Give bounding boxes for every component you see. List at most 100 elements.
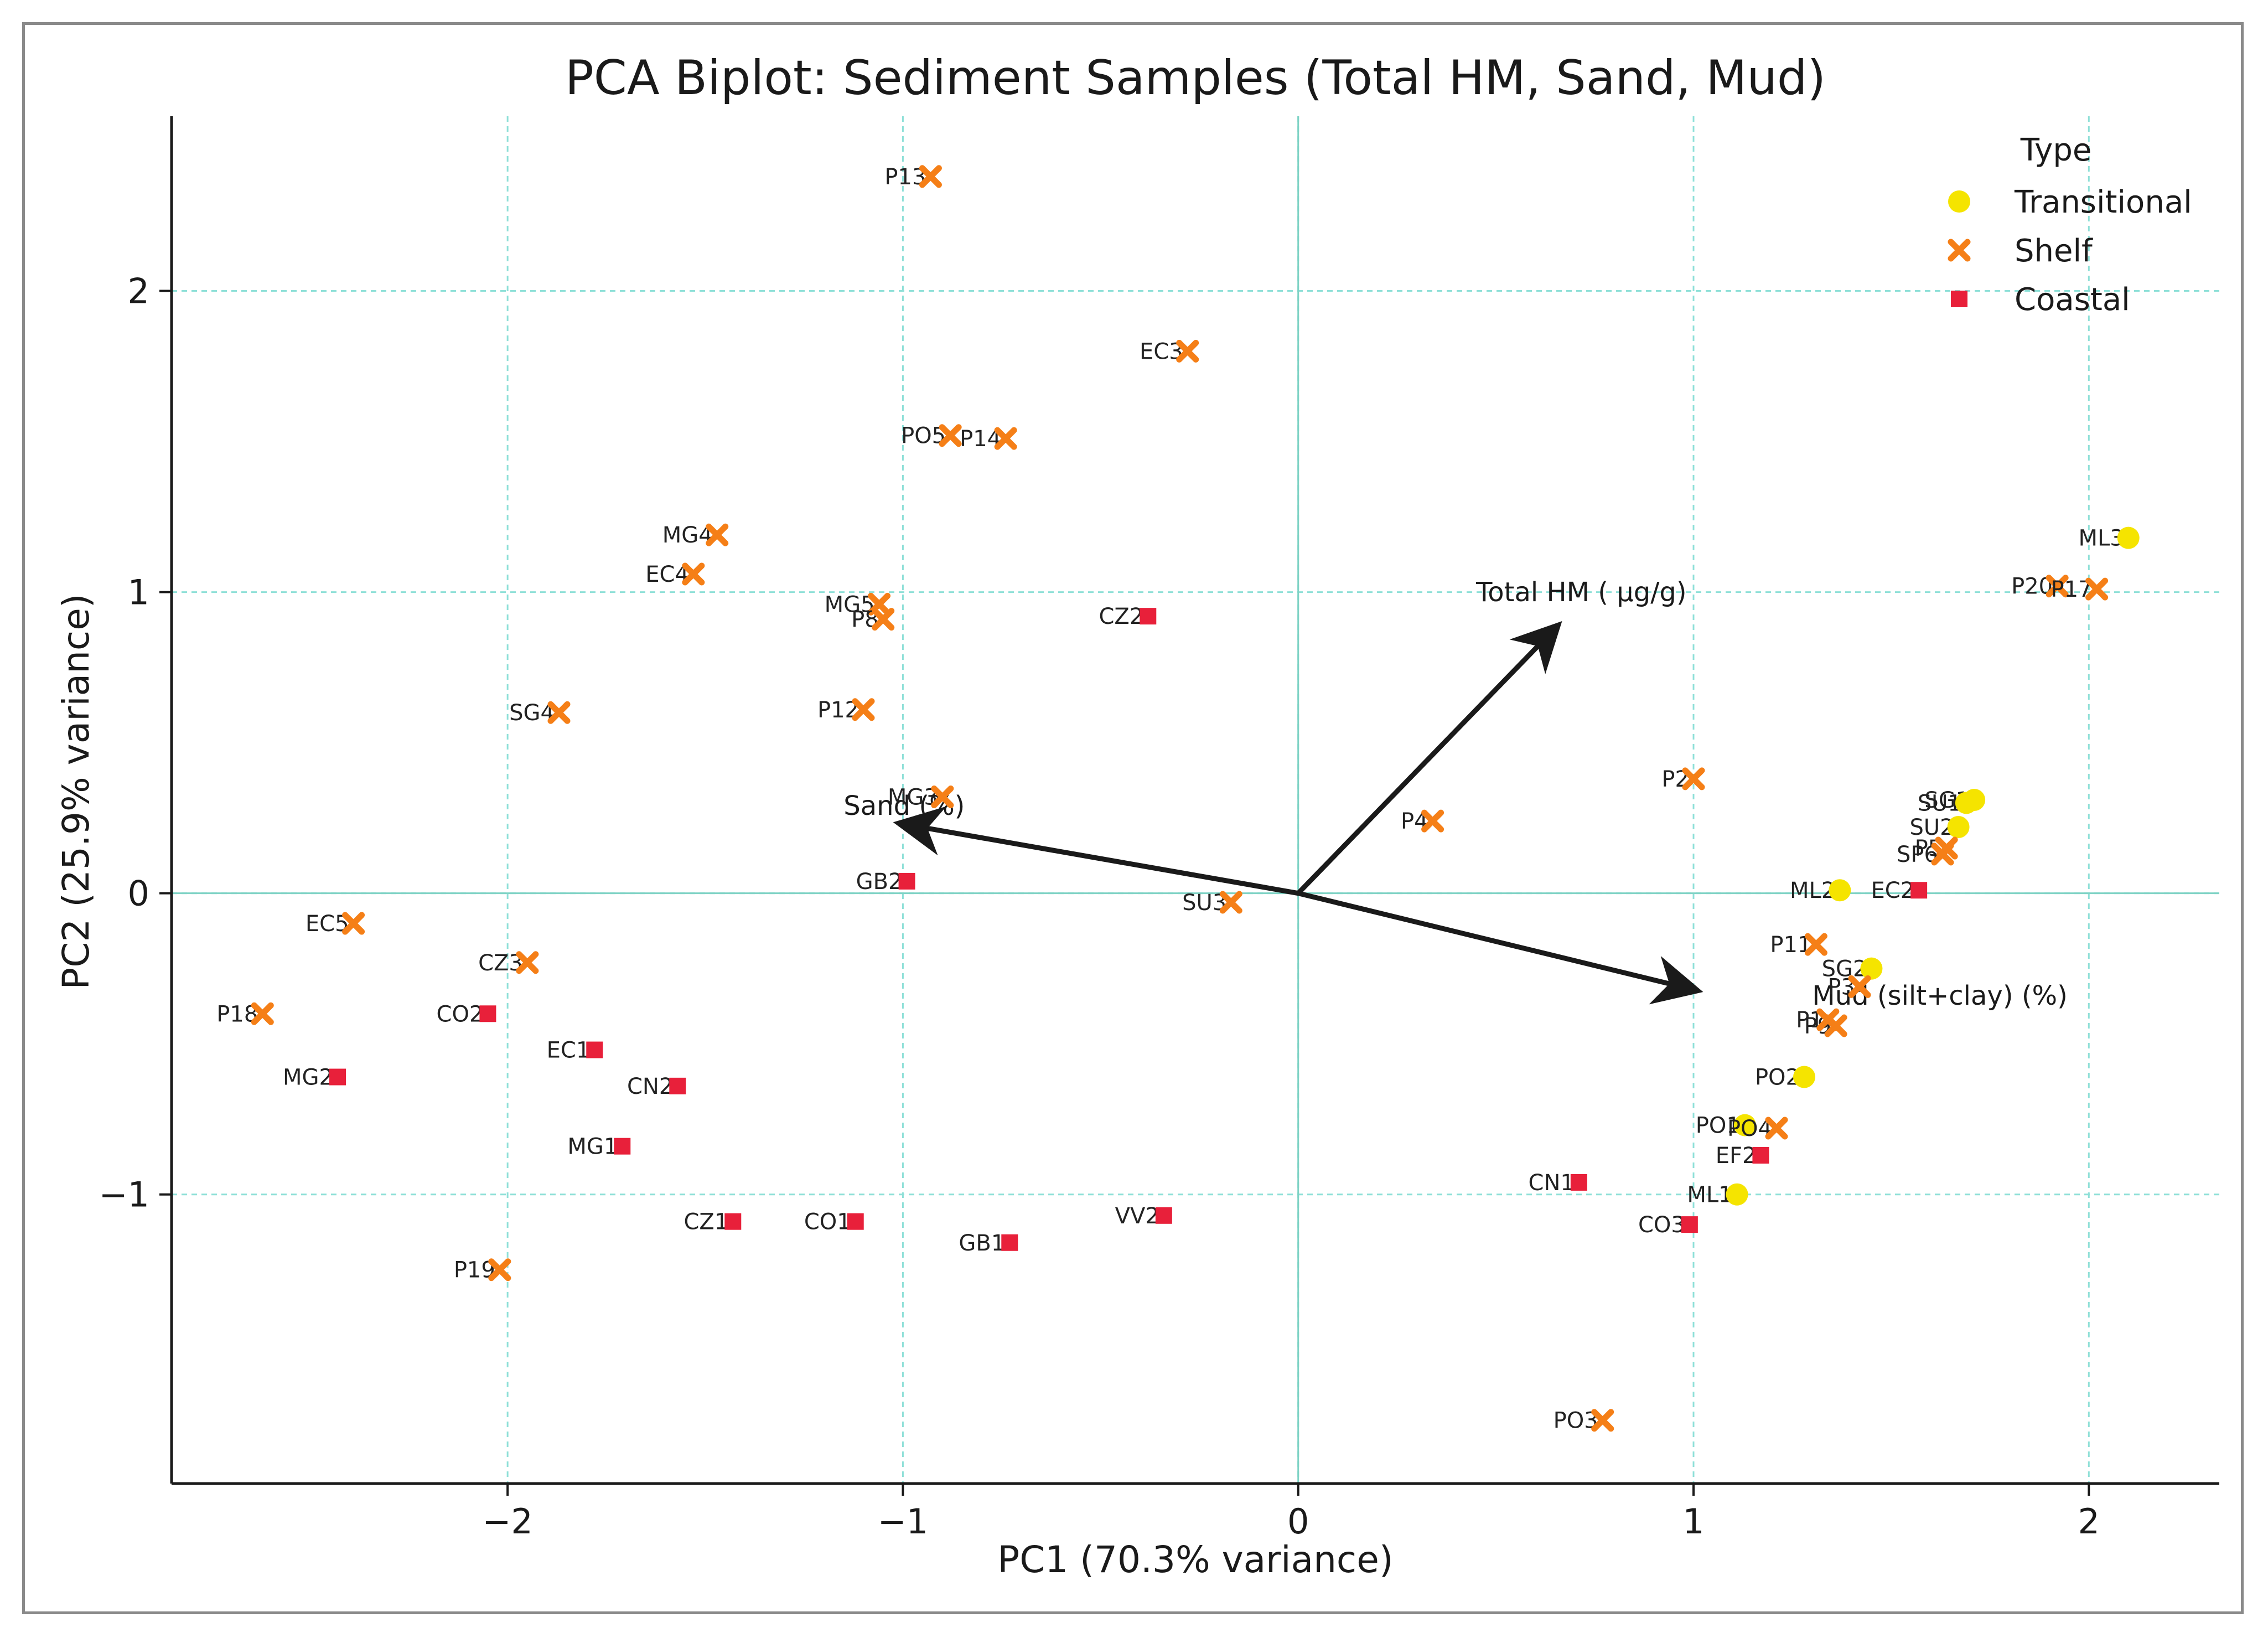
data-point-coastal (847, 1213, 864, 1230)
y-tick-label: 0 (128, 874, 149, 914)
data-point-shelf (251, 1002, 274, 1025)
legend-entry-label: Shelf (2015, 233, 2093, 269)
data-point-shelf (931, 786, 954, 809)
y-tick-label: 1 (128, 572, 149, 613)
loading-arrow (1296, 621, 1562, 895)
x-axis-label: PC1 (70.3% variance) (997, 1538, 1393, 1581)
x-tick-label: −2 (482, 1501, 532, 1542)
loading-arrows: Total HM ( µg/g)Sand (%)Mud (silt+clay) … (843, 577, 2068, 1011)
point-label: MG2 (283, 1065, 333, 1091)
data-point-shelf (852, 698, 875, 721)
point-label: CN2 (627, 1074, 673, 1099)
data-point-transitional (1947, 815, 1970, 838)
point-label: PO3 (1554, 1408, 1598, 1434)
point-label: P14 (960, 426, 1001, 452)
point-label: SU3 (1182, 890, 1226, 916)
legend-entry-label: Transitional (2014, 184, 2192, 220)
point-label: P17 (2051, 577, 2093, 602)
legend-title: Type (2020, 132, 2092, 168)
data-point-shelf (872, 608, 895, 631)
data-point-coastal (1140, 608, 1157, 625)
axes-layer: −2 −1 0 1 2 −1 0 1 2 (99, 116, 2219, 1542)
y-tick-label: −1 (99, 1175, 149, 1215)
x-tick-label: 0 (1287, 1501, 1309, 1542)
x-tick-label: −1 (878, 1501, 928, 1542)
legend-entry-label: Coastal (2015, 282, 2130, 318)
data-point-shelf (516, 951, 539, 974)
point-label: P18 (216, 1001, 258, 1027)
point-label: MG1 (567, 1134, 618, 1160)
data-point-shelf (342, 912, 365, 935)
point-label: CO3 (1638, 1212, 1685, 1238)
y-tick-label: 2 (128, 271, 149, 312)
chart-title: PCA Biplot: Sediment Samples (Total HM, … (565, 50, 1826, 106)
point-label: SP6 (1897, 842, 1938, 867)
point-label: MG5 (825, 592, 875, 617)
legend-marker-shelf (1948, 239, 1971, 262)
point-label: MG3 (888, 785, 938, 810)
data-point-shelf (1848, 975, 1871, 998)
zero-lines (172, 116, 2219, 1484)
data-point-shelf (1219, 891, 1242, 914)
point-label: CO1 (804, 1210, 851, 1235)
data-point-transitional (1860, 957, 1883, 980)
point-label: ML1 (1687, 1182, 1732, 1208)
point-label: CO2 (437, 1001, 484, 1027)
data-point-coastal (1001, 1234, 1018, 1251)
legend-marker-transitional (1948, 190, 1970, 213)
data-point-shelf (939, 424, 962, 447)
data-point-shelf (1816, 1008, 1840, 1031)
point-label: EC5 (305, 911, 349, 937)
point-label: CZ2 (1099, 604, 1144, 629)
data-point-transitional (1829, 879, 1851, 902)
loading-arrow (893, 806, 1299, 896)
data-point-shelf (1421, 809, 1444, 833)
point-label: EF2 (1716, 1143, 1757, 1169)
data-point-shelf (1804, 933, 1827, 956)
x-tick-label: 2 (2078, 1501, 2100, 1542)
point-label: P12 (817, 697, 859, 723)
point-label: EC2 (1871, 878, 1914, 903)
point-label: PO4 (1727, 1116, 1772, 1141)
loading-arrow (1297, 891, 1703, 1005)
data-point-shelf (1682, 767, 1705, 790)
data-point-shelf (1176, 339, 1199, 363)
data-point-coastal (614, 1138, 631, 1155)
point-label: CZ1 (684, 1210, 729, 1235)
legend: Type Transitional Shelf Coastal (1948, 132, 2192, 318)
data-point-shelf (488, 1258, 511, 1282)
data-point-shelf (1591, 1409, 1614, 1432)
point-label: P11 (1770, 932, 1811, 958)
point-label: EC4 (645, 562, 689, 587)
point-label: EC1 (547, 1038, 591, 1063)
point-label: GB2 (856, 869, 903, 895)
x-tick-label: 1 (1682, 1501, 1704, 1542)
data-point-shelf (706, 523, 729, 546)
data-point-coastal (329, 1068, 346, 1086)
data-point-coastal (669, 1077, 686, 1094)
point-label: SG2 (1822, 957, 1867, 982)
data-point-transitional (1793, 1066, 1815, 1088)
data-point-shelf (2046, 575, 2069, 598)
point-label: ML3 (2078, 526, 2124, 551)
data-point-transitional (2117, 526, 2140, 549)
point-label: SG4 (509, 700, 555, 726)
point-label: P19 (454, 1258, 495, 1283)
data-point-coastal (1752, 1146, 1769, 1164)
point-label: ML2 (1790, 878, 1835, 903)
point-label: CN1 (1529, 1170, 1575, 1196)
point-label: PO1 (1696, 1113, 1741, 1139)
data-point-coastal (479, 1005, 496, 1022)
point-label: EC3 (1140, 339, 1183, 364)
data-point-coastal (1681, 1216, 1698, 1233)
data-point-coastal (586, 1041, 603, 1058)
point-label: P13 (884, 164, 926, 190)
data-point-shelf (1765, 1117, 1788, 1140)
data-point-coastal (1155, 1207, 1172, 1224)
legend-marker-coastal (1951, 291, 1967, 307)
data-point-shelf (919, 165, 942, 188)
point-label: SU1 (1918, 790, 1962, 816)
data-point-coastal (724, 1213, 742, 1230)
